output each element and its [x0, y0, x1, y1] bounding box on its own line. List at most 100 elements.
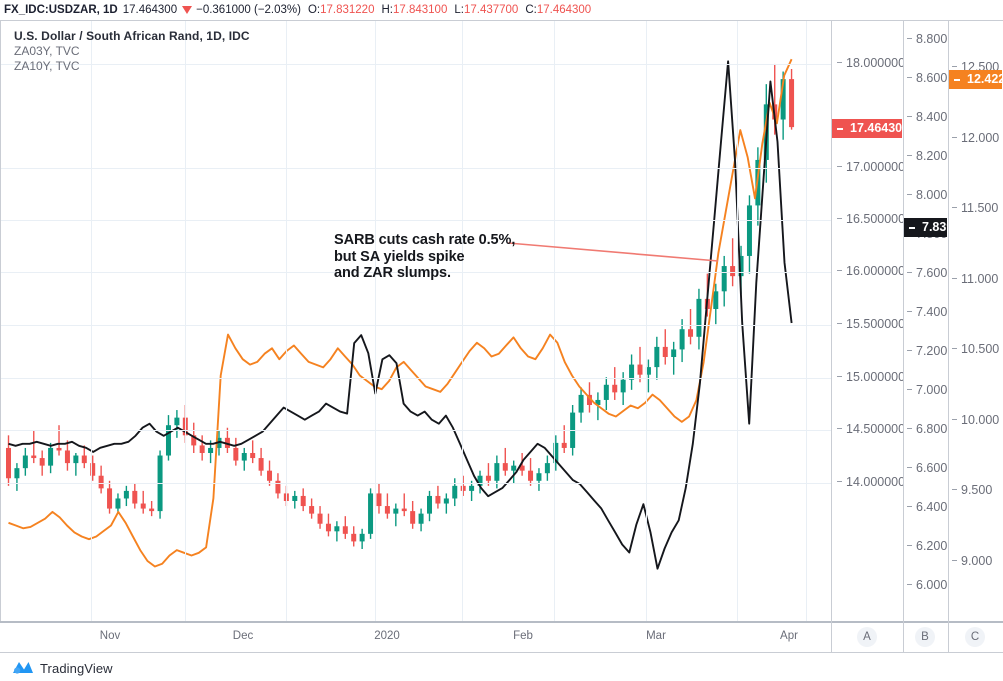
price-axis-b[interactable]: 8.8008.6008.4008.2008.0007.8007.6007.400… [903, 21, 953, 621]
gridline-vertical-7 [737, 21, 738, 621]
time-axis[interactable]: A B C Nov Dec 2020 Feb Mar Apr [0, 621, 1003, 653]
axis-a-tick-label: 16.500000 [846, 212, 906, 226]
gridline-horizontal-0 [0, 64, 831, 65]
candle-body [174, 417, 180, 426]
axis-b-tick: 8.800 [903, 32, 947, 46]
gridline-vertical-6 [646, 21, 647, 621]
axis-a-price-value: 17.464300 [850, 121, 910, 135]
candle-body [586, 394, 592, 405]
axis-b-tick: 8.600 [903, 71, 947, 85]
candle-body [14, 468, 20, 479]
axis-a-tick: 15.500000 [831, 317, 905, 331]
candle-body [578, 394, 584, 413]
axis-b-tick: 8.000 [903, 188, 947, 202]
gridline-horizontal-2 [0, 220, 831, 221]
axis-c-tick-label: 11.500 [961, 201, 999, 215]
axis-c-price-tag[interactable]: 12.422 [949, 70, 1003, 89]
time-axis-sep-a [831, 621, 832, 653]
gridline-vertical-3 [375, 21, 376, 621]
candle-body [31, 455, 37, 459]
axis-b-tick-label: 8.600 [916, 71, 948, 85]
annotation-line-3: and ZAR slumps. [334, 265, 451, 281]
axis-c-tick: 10.000 [948, 413, 999, 427]
candle-body [645, 367, 651, 375]
candle-body [39, 458, 45, 466]
candle-body [485, 475, 491, 481]
axis-b-tick-label: 7.000 [916, 383, 948, 397]
candle-body [342, 526, 348, 534]
candle-body [90, 463, 96, 476]
high-label: H: [381, 4, 393, 16]
axis-c-tick: 9.500 [948, 483, 992, 497]
candle-body [199, 445, 205, 453]
axis-b-tick: 6.800 [903, 422, 947, 436]
axis-c-tick: 12.000 [948, 131, 999, 145]
axis-badge-b[interactable]: B [915, 627, 935, 647]
axis-b-tick-label: 7.400 [916, 305, 948, 319]
gridline-vertical-5 [554, 21, 555, 621]
candle-body [494, 463, 500, 481]
candle-body [22, 455, 28, 469]
candle-body [376, 493, 382, 507]
candle-body [115, 498, 121, 509]
gridline-horizontal-3 [0, 272, 831, 273]
candle-body [553, 442, 559, 464]
candle-body [452, 485, 458, 499]
candle-body [275, 480, 281, 494]
footer-brand[interactable]: TradingView [12, 660, 113, 676]
axis-c-tick: 10.500 [948, 342, 999, 356]
axis-b-tick-label: 8.200 [916, 149, 948, 163]
candle-body [536, 473, 542, 481]
axis-b-price-tag[interactable]: 7.839 [904, 218, 953, 237]
candle-body [519, 465, 525, 471]
price-axis-c[interactable]: 12.500 12.000 11.500 11.000 10.500 10.000 9.50… [948, 21, 1003, 638]
axis-a-tick-label: 14.000000 [846, 475, 906, 489]
axis-b-tick-label: 8.400 [916, 110, 948, 124]
price-axis-a[interactable]: 18.000000 17.000000 16.500000 16.000000 15.5… [831, 21, 909, 621]
tradingview-brand-label: TradingView [40, 660, 113, 676]
tradingview-logo-icon [13, 662, 33, 674]
candle-body [679, 329, 685, 350]
high-value: 17.843100 [392, 4, 448, 16]
candle-body [73, 455, 79, 464]
down-triangle-icon [182, 6, 193, 14]
candle-body [544, 463, 550, 474]
chart-plot-area[interactable]: U.S. Dollar / South African Rand, 1D, ID… [0, 21, 831, 621]
candle-body [48, 447, 54, 466]
price-change: −0.361000 (−2.03%) [196, 4, 301, 16]
axis-a-tick: 15.000000 [831, 370, 905, 384]
chart-series-layer [6, 58, 795, 570]
axis-c-tick-label: 9.000 [961, 554, 993, 568]
axis-badge-a[interactable]: A [857, 627, 877, 647]
axis-b-tick: 7.400 [903, 305, 947, 319]
time-axis-top-border [0, 621, 1003, 623]
axis-b-tick-label: 6.800 [916, 422, 948, 436]
candle-body [317, 513, 323, 524]
candle-body [469, 485, 475, 491]
open-value: 17.831220 [320, 4, 375, 16]
axis-a-tick-label: 18.000000 [846, 56, 906, 70]
candle-body [780, 79, 786, 120]
axis-b-tick-label: 6.200 [916, 539, 948, 553]
axis-c-separator [948, 21, 949, 621]
axis-b-tick: 6.600 [903, 461, 947, 475]
candle-body [595, 399, 601, 405]
axis-c-price-value: 12.422 [967, 72, 1003, 86]
axis-b-tick: 7.600 [903, 266, 947, 280]
symbol-label[interactable]: FX_IDC:USDZAR, 1D [4, 4, 118, 16]
chart-annotation-text[interactable]: SARB cuts cash rate 0.5%, but SA yields … [334, 232, 515, 282]
candle-body [56, 447, 62, 451]
axis-b-tick: 8.200 [903, 149, 947, 163]
axis-a-price-tag[interactable]: 17.464300 [832, 119, 909, 138]
axis-a-tick: 18.000000 [831, 56, 905, 70]
axis-c-tick-label: 12.000 [961, 131, 1000, 145]
gridline-vertical-0 [91, 21, 92, 621]
candle-body [612, 384, 618, 393]
axis-b-tick-label: 6.400 [916, 500, 948, 514]
candle-body [401, 508, 407, 512]
axis-c-tick: 9.000 [948, 554, 992, 568]
candle-body [620, 379, 626, 393]
axis-b-tick-label: 6.600 [916, 461, 948, 475]
axis-badge-c[interactable]: C [965, 627, 985, 647]
candle-body [191, 435, 197, 446]
